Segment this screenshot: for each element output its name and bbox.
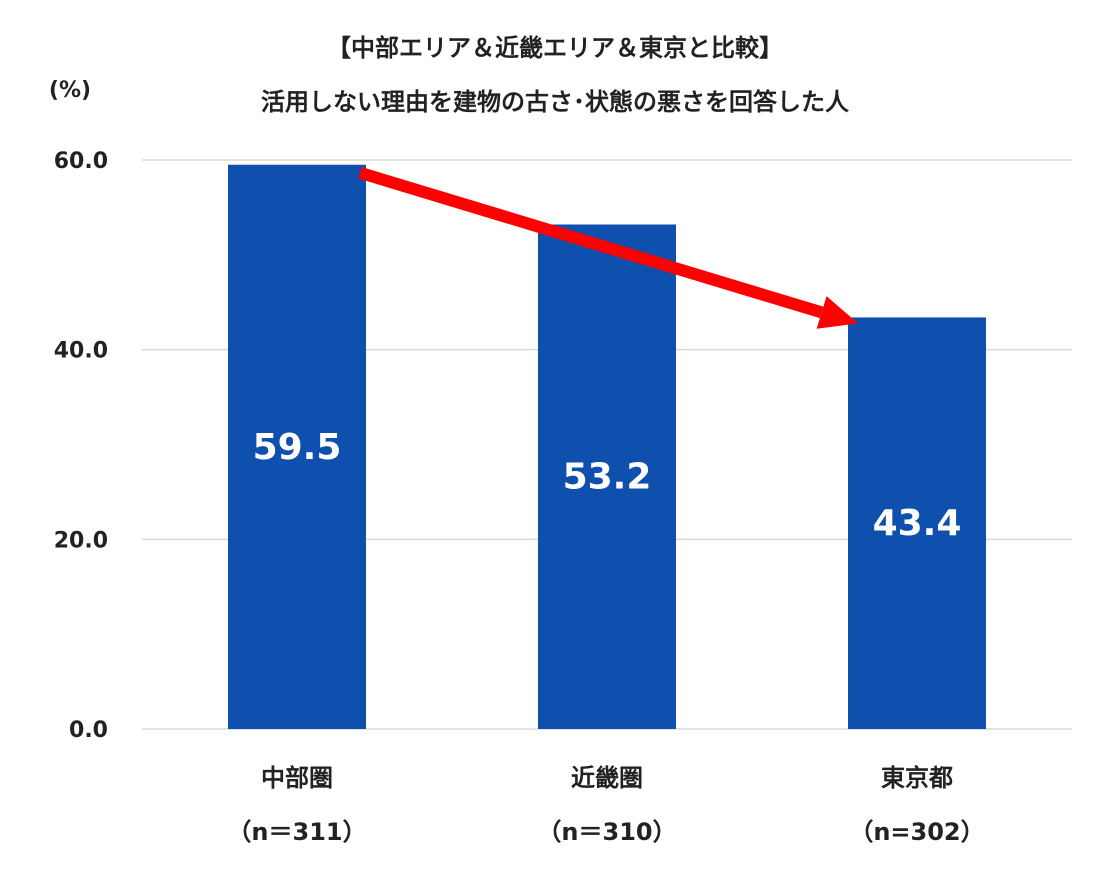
y-tick-label: 0.0 <box>69 718 108 743</box>
x-sample-size-label: （n＝311） <box>227 818 366 846</box>
chart-subtitle: 活用しない理由を建物の古さ･状態の悪さを回答した人 <box>261 88 849 116</box>
chart-title: 【中部エリア＆近畿エリア＆東京と比較】 <box>327 34 783 62</box>
x-axis-labels: 中部圏 （n＝311） 近畿圏 （n＝310） 東京都 （n=302） <box>227 764 984 846</box>
x-category-label: 近畿圏 <box>571 764 643 792</box>
bar-value-label: 43.4 <box>873 503 962 544</box>
arrow-head <box>816 296 858 329</box>
y-axis-unit-label: (%) <box>49 78 91 103</box>
y-tick-label: 60.0 <box>54 149 108 174</box>
bar <box>848 317 986 729</box>
trend-arrow <box>358 166 858 329</box>
x-sample-size-label: （n=302） <box>849 818 984 846</box>
bar <box>228 164 366 729</box>
x-sample-size-label: （n＝310） <box>537 818 676 846</box>
x-category-label: 東京都 <box>881 764 953 792</box>
x-category-label: 中部圏 <box>261 764 333 792</box>
value-labels: 59.5 53.2 43.4 <box>253 427 962 544</box>
bar-value-label: 59.5 <box>253 427 342 468</box>
y-tick-label: 20.0 <box>54 528 108 553</box>
y-tick-label: 40.0 <box>54 339 108 364</box>
y-axis-ticks: 0.0 20.0 40.0 60.0 <box>54 149 108 743</box>
bar <box>538 224 676 729</box>
arrow-shaft <box>358 166 824 319</box>
bar-value-label: 53.2 <box>563 457 652 498</box>
bars <box>228 164 986 729</box>
